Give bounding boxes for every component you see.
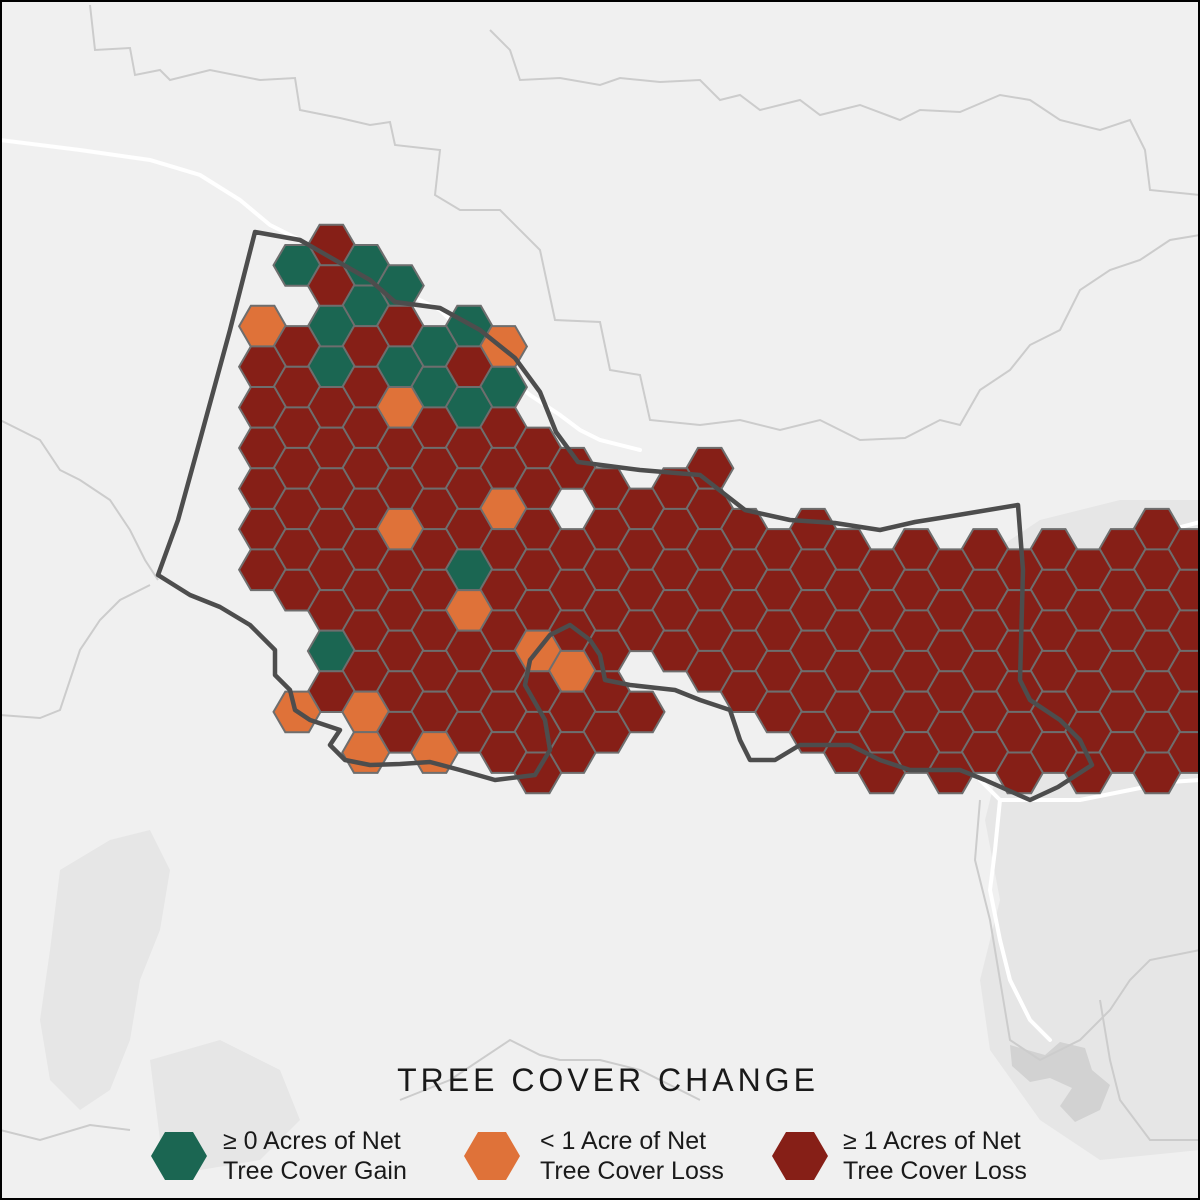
legend-swatch-loss — [772, 1132, 828, 1180]
legend-label-gain-line2: Tree Cover Gain — [223, 1157, 407, 1185]
legend-swatch-gain — [151, 1132, 207, 1180]
hex-cell-loss — [1063, 751, 1113, 795]
legend-label-small-loss-line2: Tree Cover Loss — [540, 1157, 724, 1185]
legend-title: TREE COVER CHANGE — [397, 1062, 819, 1098]
reservoir — [1010, 1042, 1110, 1122]
hex-grid — [237, 223, 1200, 795]
hex-cell-loss — [994, 751, 1045, 795]
legend-label-loss-line1: ≥ 1 Acres of Net — [843, 1127, 1021, 1155]
legend-label-loss-line2: Tree Cover Loss — [843, 1157, 1027, 1185]
hex-cell-loss — [1132, 751, 1182, 795]
legend-swatch-small-loss — [464, 1132, 520, 1180]
legend-label-small-loss: < 1 Acre of Net Tree Cover Loss — [540, 1126, 724, 1186]
hex-cell-loss — [925, 751, 976, 795]
legend-label-gain: ≥ 0 Acres of Net Tree Cover Gain — [223, 1126, 407, 1186]
legend-label-small-loss-line1: < 1 Acre of Net — [540, 1127, 707, 1155]
legend-label-gain-line1: ≥ 0 Acres of Net — [223, 1127, 401, 1155]
area-boundary — [155, 229, 1095, 803]
legend-label-loss: ≥ 1 Acres of Net Tree Cover Loss — [843, 1126, 1027, 1186]
county-lines — [0, 4, 1200, 1142]
legend-swatches — [151, 1132, 828, 1180]
